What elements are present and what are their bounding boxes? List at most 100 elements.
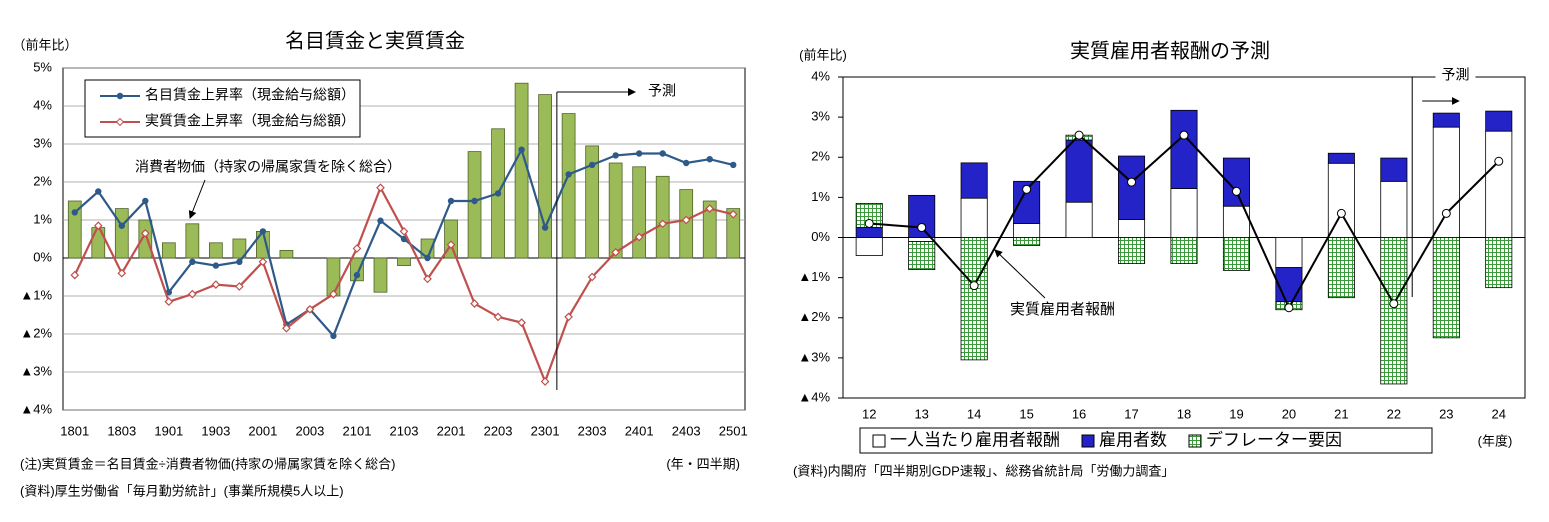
note: (資料)厚生労働省「毎月勤労統計」(事業所規模5人以上) xyxy=(20,483,344,498)
marker xyxy=(634,232,644,242)
x-tick-label: 15 xyxy=(1019,406,1033,421)
y-tick-label: ▲4% xyxy=(798,389,830,404)
bar xyxy=(185,223,200,259)
bar xyxy=(208,242,223,259)
bar xyxy=(655,175,670,259)
bar xyxy=(397,257,411,266)
bar xyxy=(1222,237,1250,271)
bar xyxy=(1485,130,1513,238)
legend-label: 実質賃金上昇率（現金給与総額） xyxy=(145,113,355,129)
marker xyxy=(282,323,291,333)
x-tick-label: 17 xyxy=(1124,406,1138,421)
marker xyxy=(236,258,243,265)
y-tick-label: ▲2% xyxy=(798,309,830,324)
y-tick-label: ▲1% xyxy=(20,287,52,302)
y-tick-label: 5% xyxy=(33,59,52,74)
bar xyxy=(855,237,883,256)
note: (注)実質賃金＝名目賃金÷消費者物価(持家の帰属家賃を除く総合) xyxy=(20,456,395,471)
marker xyxy=(728,209,738,219)
x-tick-label: 22 xyxy=(1387,406,1401,421)
marker xyxy=(329,289,338,299)
y-tick-label: 4% xyxy=(811,68,830,83)
bar xyxy=(67,200,82,259)
marker xyxy=(611,247,621,257)
marker xyxy=(423,274,432,284)
annotation: 消費者物価（持家の帰属家賃を除く総合） xyxy=(135,159,401,175)
bar xyxy=(585,145,600,259)
marker xyxy=(187,289,197,299)
marker xyxy=(164,297,174,307)
bar xyxy=(561,113,576,259)
bar xyxy=(1013,223,1041,238)
x-tick-label: 20 xyxy=(1282,406,1296,421)
y-tick-label: ▲3% xyxy=(20,363,52,378)
x-tick-label: 14 xyxy=(967,406,981,421)
bar xyxy=(1432,237,1460,339)
marker xyxy=(1231,186,1241,196)
marker xyxy=(565,171,572,178)
marker xyxy=(494,190,502,197)
bar xyxy=(91,227,106,259)
marker xyxy=(399,227,409,236)
y-tick-label: ▲4% xyxy=(20,401,52,416)
marker xyxy=(1441,208,1451,218)
marker xyxy=(564,312,573,322)
x-unit: (年・四半期) xyxy=(666,456,740,471)
x-tick-label: 2301 xyxy=(531,423,560,438)
x-tick-label: 21 xyxy=(1334,406,1348,421)
marker xyxy=(588,161,596,169)
marker xyxy=(706,156,713,163)
x-tick-label: 18 xyxy=(1177,406,1191,421)
x-tick-label: 2003 xyxy=(295,423,324,438)
bar xyxy=(1327,152,1355,164)
marker xyxy=(493,312,503,322)
bar xyxy=(726,208,741,259)
marker xyxy=(681,215,691,225)
marker xyxy=(1494,156,1504,166)
y-tick-label: ▲3% xyxy=(798,349,830,364)
bar xyxy=(1065,201,1093,238)
marker xyxy=(235,282,244,291)
marker xyxy=(142,197,149,205)
x-tick-label: 1803 xyxy=(107,423,136,438)
bar xyxy=(1432,112,1460,128)
annotation-arrow xyxy=(994,249,1046,299)
bar xyxy=(1275,237,1303,268)
bar xyxy=(373,257,388,293)
y-tick-label: 2% xyxy=(811,149,830,164)
bar xyxy=(1118,155,1146,220)
bar xyxy=(1432,126,1460,238)
legend xyxy=(84,79,361,138)
marker xyxy=(95,188,102,195)
bar xyxy=(514,82,529,259)
marker xyxy=(140,228,150,238)
legend-marker xyxy=(116,92,124,100)
legend-swatch xyxy=(1188,434,1202,448)
chart-title: 実質雇用者報酬の予測 xyxy=(1070,39,1270,62)
marker xyxy=(864,218,874,228)
bar xyxy=(1380,237,1408,385)
x-tick-label: 2403 xyxy=(672,423,701,438)
bar xyxy=(279,249,294,259)
marker xyxy=(658,219,668,229)
x-tick-label: 2303 xyxy=(578,423,607,438)
marker xyxy=(917,222,927,232)
marker xyxy=(540,377,550,386)
bar xyxy=(960,237,988,361)
bar xyxy=(138,219,153,259)
bar xyxy=(702,200,717,259)
bar xyxy=(1170,109,1198,189)
annotation-arrow xyxy=(188,179,206,219)
marker xyxy=(635,150,643,157)
marker xyxy=(683,159,690,167)
bar xyxy=(114,208,129,259)
marker xyxy=(730,161,737,169)
forecast-label-bg xyxy=(1435,68,1476,86)
bar xyxy=(1327,162,1355,238)
bar xyxy=(538,94,552,259)
marker xyxy=(305,304,315,314)
marker xyxy=(1127,177,1137,187)
marker xyxy=(471,197,478,205)
marker xyxy=(330,332,337,340)
marker xyxy=(377,217,384,224)
